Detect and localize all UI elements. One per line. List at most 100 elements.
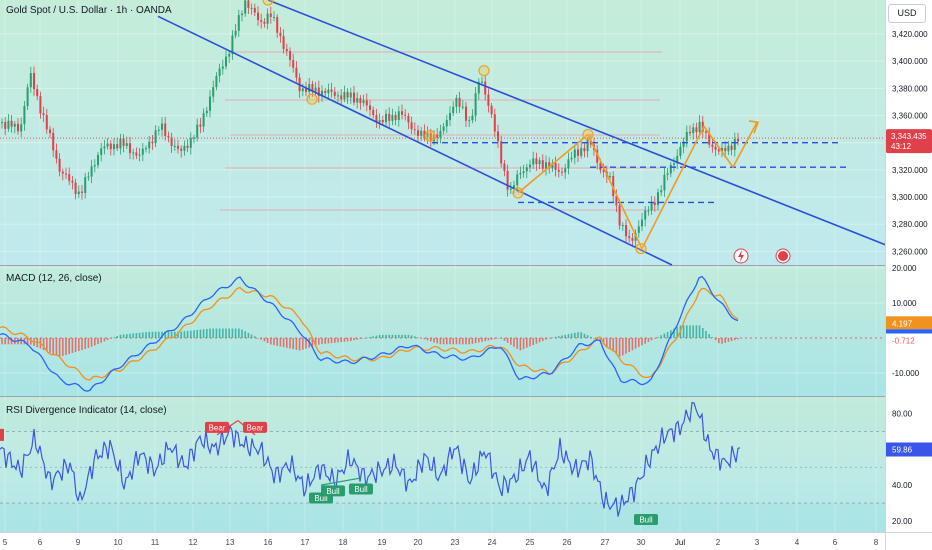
macd-histogram-bar (356, 338, 358, 340)
candle-body (234, 30, 237, 36)
candle-body (36, 89, 39, 97)
time-tick-label: 2 (716, 538, 721, 547)
macd-histogram-bar (663, 333, 666, 338)
candle-body (170, 137, 173, 147)
macd-histogram-bar (394, 334, 397, 338)
candle-body (535, 158, 538, 165)
candle-body (135, 152, 138, 156)
macd-histogram-bar (682, 325, 685, 338)
macd-histogram-bar (49, 338, 51, 353)
candle-body (141, 148, 144, 155)
candle-body (183, 145, 186, 151)
macd-histogram-bar (452, 338, 454, 345)
time-tick-label: 11 (151, 538, 160, 547)
macd-histogram-bar (561, 335, 563, 338)
macd-histogram-bar (30, 338, 32, 345)
macd-histogram-bar (612, 338, 614, 352)
macd-histogram-bar (334, 338, 336, 343)
macd-histogram-bar (327, 338, 330, 344)
currency-button[interactable]: USD (888, 4, 926, 23)
candle-body (561, 171, 563, 173)
last-price-label: 3,343.435 (891, 132, 927, 141)
macd-histogram-bar (714, 338, 717, 341)
macd-histogram-bar (100, 338, 102, 343)
candle-body (103, 146, 106, 149)
macd-histogram-bar (494, 338, 496, 340)
candle-body (49, 129, 51, 133)
candle-body (727, 145, 730, 152)
candle-body (692, 127, 695, 134)
candle-body (349, 92, 352, 98)
candle-body (337, 95, 339, 97)
macd-tick-label: 10.000 (892, 299, 917, 308)
candle-body (493, 114, 496, 132)
macd-histogram-bar (391, 334, 394, 338)
candle-body (215, 76, 218, 88)
macd-histogram-bar (625, 338, 627, 354)
macd-histogram-bar (122, 334, 125, 338)
candle-body (721, 147, 723, 152)
macd-histogram-bar (644, 338, 646, 344)
candle-body (717, 149, 720, 152)
candle-body (602, 170, 605, 172)
macd-histogram-bar (673, 328, 675, 338)
rsi-pane-bg (0, 397, 885, 532)
pivot-marker (478, 65, 490, 77)
candle-body (545, 162, 547, 169)
rsi-band (0, 431, 885, 504)
candle-body (484, 81, 487, 95)
macd-histogram-bar (522, 338, 525, 350)
candle-body (641, 219, 643, 227)
hist-badge (886, 333, 932, 347)
macd-histogram-bar (526, 338, 528, 348)
macd-histogram-bar (106, 338, 109, 341)
candle-body (81, 191, 83, 193)
macd-histogram-bar (529, 338, 531, 347)
macd-histogram-bar (721, 338, 723, 344)
time-tick-label: 16 (264, 538, 273, 547)
candle-body (45, 115, 48, 130)
bear-signal-label: Bear (209, 423, 226, 432)
candle-body (65, 173, 67, 175)
macd-histogram-bar (385, 334, 387, 338)
candle-body (189, 137, 192, 148)
macd-histogram-bar (602, 338, 605, 344)
macd-histogram-bar (590, 336, 592, 338)
candle-body (186, 145, 189, 148)
time-tick-label: 12 (189, 538, 198, 547)
countdown-label: 43:12 (891, 142, 912, 151)
pivot-marker (262, 0, 274, 6)
symbol-title: Gold Spot / U.S. Dollar · 1h · OANDA (6, 5, 172, 16)
macd-histogram-bar (558, 336, 560, 338)
macd-pane-bg (0, 266, 885, 396)
macd-histogram-bar (282, 338, 285, 348)
price-tick-label: 3,360.000 (892, 112, 928, 121)
macd-histogram-bar (138, 332, 141, 338)
price-tick-label: 3,320.000 (892, 166, 928, 175)
hist-value-label: -0.712 (892, 336, 915, 345)
candle-body (375, 115, 378, 123)
candle-body (260, 20, 263, 22)
time-tick-label: 30 (637, 538, 646, 547)
macd-histogram-bar (129, 333, 131, 338)
time-tick-label: 25 (526, 538, 535, 547)
macd-histogram-bar (62, 338, 64, 357)
macd-histogram-bar (42, 338, 45, 351)
signal-value-label: 4.197 (892, 319, 913, 328)
candle-body (538, 160, 541, 165)
candle-body (311, 84, 314, 92)
candle-body (372, 109, 375, 116)
candle-body (321, 90, 323, 97)
macd-histogram-bar (250, 334, 253, 338)
macd-histogram-bar (257, 338, 259, 339)
candle-body (353, 92, 355, 103)
macd-histogram-bar (337, 338, 339, 343)
time-tick-label: 17 (301, 538, 310, 547)
candle-body (551, 162, 554, 169)
macd-histogram-bar (183, 331, 186, 338)
candle-body (481, 81, 483, 83)
macd-histogram-bar (548, 338, 550, 339)
price-tick-label: 3,400.000 (892, 57, 928, 66)
macd-histogram-bar (78, 338, 80, 351)
